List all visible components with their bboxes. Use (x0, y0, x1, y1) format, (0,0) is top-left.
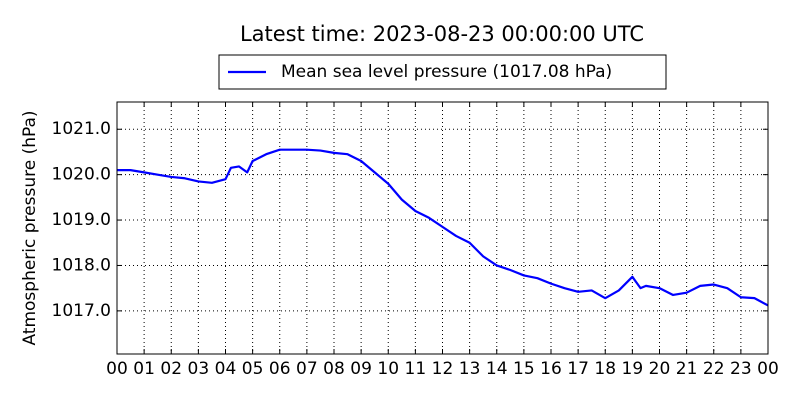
x-tick-label: 13 (459, 359, 481, 379)
x-tick-label: 14 (486, 359, 508, 379)
plot-frame (116, 101, 769, 355)
x-tick-label: 09 (350, 359, 372, 379)
y-tick-label: 1018.0 (52, 255, 111, 275)
x-tick-label: 01 (133, 359, 155, 379)
x-tick-label: 22 (703, 359, 725, 379)
x-tick-label: 11 (405, 359, 427, 379)
x-tick-label: 05 (242, 359, 264, 379)
x-tick-label: 19 (622, 359, 644, 379)
y-tick-label: 1017.0 (52, 301, 111, 321)
legend-box (218, 54, 667, 90)
chart-title: Latest time: 2023-08-23 00:00:00 UTC (240, 22, 644, 46)
data-line (117, 148, 769, 307)
x-tick-label: 02 (160, 359, 182, 379)
y-tick-label: 1020.0 (52, 165, 111, 185)
x-tick-label: 17 (567, 359, 589, 379)
x-tick-label: 15 (513, 359, 535, 379)
y-tick-label: 1021.0 (52, 119, 111, 139)
y-tick-label: 1019.0 (52, 210, 111, 230)
x-tick-label: 12 (432, 359, 454, 379)
legend-label: Mean sea level pressure (1017.08 hPa) (281, 62, 612, 82)
x-tick-label: 00 (106, 359, 128, 379)
x-tick-label: 04 (215, 359, 237, 379)
x-tick-label: 00 (757, 359, 779, 379)
x-tick-label: 16 (540, 359, 562, 379)
x-tick-label: 06 (269, 359, 291, 379)
x-tick-label: 20 (649, 359, 671, 379)
x-tick-label: 23 (730, 359, 752, 379)
x-tick-label: 08 (323, 359, 345, 379)
x-tick-label: 10 (377, 359, 399, 379)
x-tick-label: 03 (188, 359, 210, 379)
x-tick-label: 07 (296, 359, 318, 379)
x-tick-label: 21 (676, 359, 698, 379)
x-tick-label: 18 (594, 359, 616, 379)
y-axis-label: Atmospheric pressure (hPa) (20, 110, 40, 345)
